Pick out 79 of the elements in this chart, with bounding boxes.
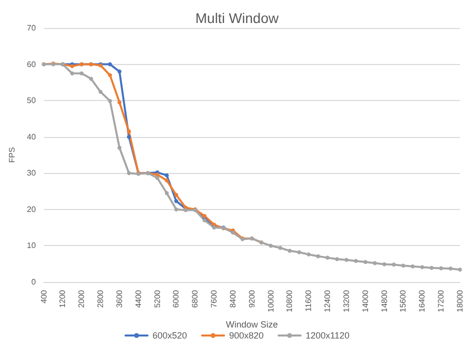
point	[335, 257, 340, 262]
point	[202, 214, 207, 218]
x-tick-label: 400	[39, 289, 48, 304]
point	[316, 254, 320, 258]
point	[458, 268, 462, 272]
point	[70, 71, 74, 76]
point	[164, 191, 169, 196]
y-tick-label: 0	[31, 278, 36, 286]
y-tick-label: 20	[26, 204, 36, 214]
point	[372, 261, 377, 266]
point	[344, 258, 348, 262]
point	[420, 265, 424, 270]
x-tick-label: 14000	[360, 289, 370, 312]
point	[108, 98, 112, 103]
y-tick-label: 10	[26, 241, 36, 250]
y-tick-label: 30	[26, 168, 36, 178]
x-tick-label: 8400	[228, 289, 238, 308]
x-tick-label: 10000	[266, 289, 276, 312]
point	[268, 244, 273, 248]
y-tick-label: 60	[26, 60, 36, 69]
point	[80, 71, 84, 76]
point	[108, 73, 112, 78]
point	[288, 248, 292, 253]
x-tick-label: 16400	[418, 289, 427, 312]
point	[401, 264, 406, 268]
point	[164, 178, 169, 182]
point	[354, 258, 358, 263]
point	[382, 262, 386, 266]
point	[439, 266, 444, 270]
x-tick-label: 12400	[323, 289, 332, 312]
point	[297, 250, 302, 254]
x-tick-label: 2800	[96, 289, 106, 308]
x-tick-label: 10800	[285, 289, 294, 312]
point	[126, 129, 131, 134]
y-tick-label: 40	[26, 132, 36, 142]
point	[126, 171, 131, 176]
point	[98, 90, 103, 94]
point	[410, 264, 415, 268]
x-tick-label: 17200	[436, 289, 446, 312]
point	[155, 176, 160, 180]
point	[174, 207, 178, 212]
point	[326, 256, 330, 260]
point	[164, 173, 169, 178]
point	[306, 252, 311, 256]
point	[174, 192, 178, 197]
point	[430, 266, 434, 270]
point	[448, 266, 453, 271]
y-axis-title: FPS	[8, 147, 16, 163]
x-axis-title: Window Size	[226, 320, 278, 330]
legend-label: 1200x1120	[306, 330, 350, 340]
point	[89, 76, 94, 81]
x-tick-label: 6000	[172, 289, 181, 308]
point	[117, 70, 122, 74]
point	[117, 100, 122, 104]
x-tick-label: 18000	[456, 289, 464, 312]
x-tick-label: 15600	[398, 289, 408, 312]
x-tick-label: 7600	[210, 289, 219, 308]
point	[117, 146, 122, 150]
x-tick-label: 13200	[342, 289, 351, 312]
x-tick-label: 11600	[304, 289, 314, 312]
x-tick-label: 5200	[152, 289, 162, 308]
point	[392, 262, 396, 267]
legend-label: 900x820	[229, 330, 264, 340]
x-tick-label: 2000	[77, 289, 86, 308]
point	[278, 246, 282, 250]
point	[174, 199, 178, 204]
point	[126, 134, 131, 139]
chart-title: Multi Window	[195, 10, 280, 26]
x-tick-label: 6800	[190, 289, 200, 308]
point	[108, 62, 112, 66]
point	[363, 260, 368, 264]
x-tick-label: 1200	[58, 289, 68, 308]
y-tick-label: 50	[26, 96, 36, 106]
x-tick-label: 14800	[380, 289, 389, 312]
x-tick-label: 3600	[114, 289, 124, 308]
x-tick-label: 9200	[247, 289, 256, 308]
y-tick-label: 70	[26, 24, 36, 32]
x-tick-label: 4400	[134, 289, 143, 308]
legend-label: 600x520	[152, 330, 188, 340]
